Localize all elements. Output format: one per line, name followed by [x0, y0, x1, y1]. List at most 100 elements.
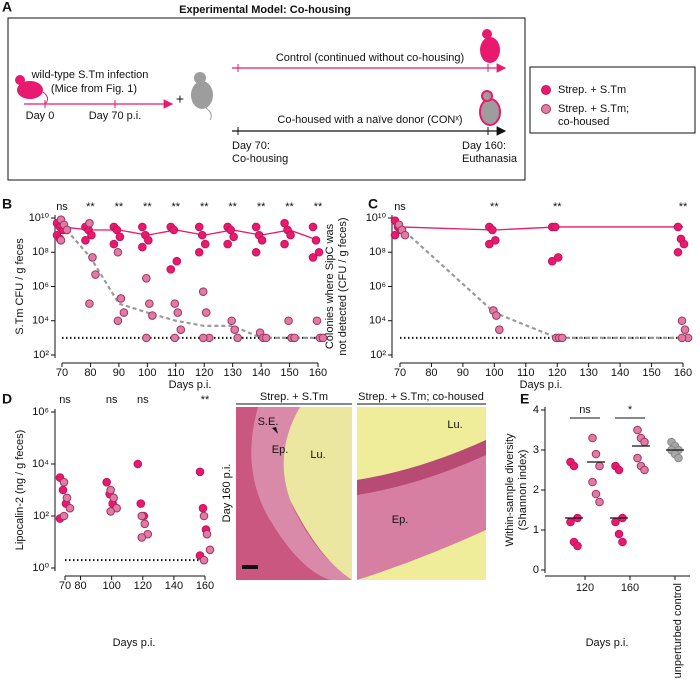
x-tick-label: 150	[280, 367, 298, 379]
data-point	[611, 517, 620, 527]
data-point	[205, 545, 215, 555]
histology	[236, 403, 486, 580]
data-point	[233, 333, 242, 343]
x-tick-label: 140	[252, 367, 270, 379]
histology-label: Lu.	[310, 449, 325, 461]
histology-label: Lu.	[447, 419, 462, 431]
panel-label: E	[520, 391, 529, 407]
data-point	[318, 333, 328, 343]
data-point	[573, 541, 582, 551]
legend-marker	[541, 104, 551, 114]
data-point	[199, 555, 209, 565]
data-point	[588, 477, 597, 487]
y-axis-label: not detected (CFU / g feces)	[337, 217, 349, 355]
data-point	[200, 239, 210, 249]
control-label: Control (continued without co-housing)	[276, 52, 464, 64]
data-point	[87, 230, 96, 240]
data-point	[137, 533, 147, 542]
data-point	[197, 230, 207, 240]
start-label: Co-housing	[232, 153, 288, 165]
panel-a-frame	[7, 17, 526, 181]
data-point	[314, 247, 324, 257]
start-label: Day 70:	[232, 140, 270, 152]
histology-side-label: Day 160 p.i.	[221, 464, 233, 523]
data-point	[633, 453, 642, 463]
data-point	[227, 316, 236, 326]
data-point	[614, 529, 624, 539]
significance-label: **	[200, 201, 209, 213]
panel-a-title: Experimental Model: Co-housing	[179, 4, 351, 16]
data-point	[142, 333, 151, 343]
significance-label: ns	[137, 394, 149, 406]
x-tick-label: 100	[102, 580, 120, 592]
data-point	[170, 299, 180, 308]
mouse-icon	[480, 29, 500, 63]
data-point	[491, 235, 500, 245]
x-tick-label: 80	[425, 367, 437, 379]
data-point	[109, 493, 118, 503]
data-point	[202, 529, 212, 539]
mice-from-label: (Mice from Fig. 1)	[51, 83, 137, 95]
significance-label: **	[86, 201, 95, 213]
median-line	[399, 226, 683, 231]
data-point	[488, 225, 497, 235]
significance-label: **	[257, 201, 266, 213]
day70-label: Day 70 p.i.	[89, 110, 142, 122]
data-point	[261, 333, 271, 343]
data-point	[229, 232, 238, 242]
data-point	[679, 239, 689, 249]
significance-label: **	[115, 201, 124, 213]
data-point	[614, 465, 624, 475]
data-point	[176, 325, 186, 335]
y-tick-label: 10¹⁰	[29, 212, 50, 224]
data-point	[137, 511, 147, 521]
y-tick-label: 3	[533, 444, 539, 456]
y-tick-label: 10¹⁰	[366, 212, 387, 224]
significance-label: ns	[579, 404, 591, 416]
data-point	[199, 511, 209, 521]
x-tick-label: 90	[457, 367, 469, 379]
data-point	[85, 218, 94, 228]
day0-label: Day 0	[26, 110, 55, 122]
data-point	[59, 477, 69, 487]
data-point	[173, 308, 183, 317]
data-point	[198, 333, 208, 343]
x-tick-label: 70	[59, 580, 71, 592]
data-point	[495, 325, 504, 335]
legend-label: co-housed	[558, 116, 609, 128]
infection-label: wild-type S.Tm infection	[31, 69, 149, 81]
data-point	[113, 316, 123, 326]
significance-label: ns	[56, 201, 68, 213]
data-point	[595, 497, 604, 507]
median-line	[61, 224, 318, 339]
x-tick-label: 70	[56, 367, 68, 379]
data-point	[145, 299, 154, 308]
data-point	[674, 453, 683, 463]
data-point	[390, 230, 400, 240]
x-tick-label: 140	[165, 580, 183, 592]
data-point	[198, 287, 208, 296]
data-point	[566, 517, 575, 527]
data-point	[65, 503, 75, 513]
x-axis-label: Days p.i.	[586, 637, 629, 649]
y-axis-label: Within-sample diversity	[504, 433, 516, 547]
significance-label: ns	[394, 201, 406, 213]
mouse-icon	[15, 75, 49, 105]
y-tick-label: 1	[533, 524, 539, 536]
data-point	[115, 232, 125, 242]
y-tick-label: 10⁴	[32, 458, 49, 470]
y-tick-label: 10⁸	[32, 246, 49, 258]
data-point	[308, 222, 318, 232]
data-point	[201, 308, 211, 317]
data-point	[136, 499, 146, 508]
data-point	[640, 465, 649, 475]
data-point	[569, 461, 579, 471]
median-line	[61, 226, 319, 241]
data-point	[485, 239, 494, 249]
y-tick-label: 10²	[33, 510, 49, 522]
data-point	[280, 239, 289, 249]
y-tick-label: 2	[533, 484, 539, 496]
x-tick-label: 90	[113, 367, 125, 379]
cohoused-label: Co-housed with a naïve donor (CONˣ)	[277, 114, 462, 126]
